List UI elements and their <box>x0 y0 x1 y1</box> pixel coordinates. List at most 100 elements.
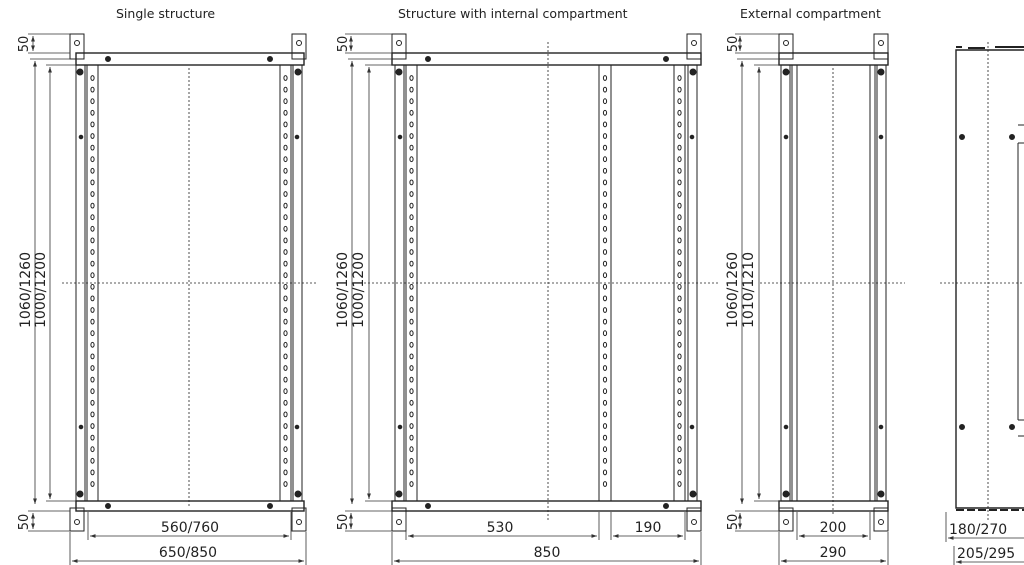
mounting-hole <box>677 376 682 383</box>
mounting-hole <box>677 411 682 418</box>
bracket-bottom-right <box>291 507 307 532</box>
mounting-hole <box>409 353 414 360</box>
mounting-hole <box>283 202 288 209</box>
bracket-top-right <box>873 33 889 60</box>
mounting-hole <box>677 434 682 441</box>
mounting-hole <box>283 272 288 279</box>
mounting-hole <box>90 237 95 244</box>
mounting-hole <box>90 144 95 151</box>
mounting-hole <box>602 399 608 406</box>
bracket-top-right <box>686 33 702 60</box>
mounting-hole <box>283 307 288 313</box>
mounting-hole <box>677 260 682 267</box>
dim-internal-top: 50 <box>336 36 351 53</box>
mounting-hole <box>283 260 288 267</box>
mounting-hole <box>677 457 682 464</box>
mounting-hole <box>90 318 95 325</box>
mounting-hole <box>602 353 608 360</box>
mounting-hole <box>283 399 288 406</box>
mounting-hole <box>677 272 682 279</box>
side-outline <box>955 49 1024 509</box>
mounting-hole <box>90 411 95 418</box>
top-plate <box>391 52 702 66</box>
title-internal-compartment: Structure with internal compartment <box>398 6 628 21</box>
mounting-hole <box>409 388 414 395</box>
view-external-compartment <box>760 33 905 532</box>
title-external-compartment: External compartment <box>740 6 881 21</box>
mounting-hole <box>283 434 288 441</box>
mounting-hole <box>602 237 608 244</box>
mounting-hole <box>409 365 414 371</box>
mounting-hole <box>409 423 414 429</box>
dim-single-inner-height: 1000/1200 <box>33 252 49 328</box>
dimensions-external <box>735 33 889 565</box>
mounting-hole <box>283 388 288 395</box>
mounting-hole <box>677 237 682 244</box>
mounting-hole <box>283 156 288 163</box>
mounting-hole <box>602 318 608 325</box>
mounting-hole <box>677 388 682 395</box>
mounting-hole <box>677 353 682 360</box>
mounting-hole <box>602 469 608 476</box>
dim-external-outer-width: 290 <box>820 545 847 561</box>
mounting-hole <box>90 109 95 116</box>
mounting-hole <box>677 121 682 128</box>
dim-external-top: 50 <box>726 36 741 53</box>
mounting-hole <box>602 330 608 337</box>
dimensions-internal <box>345 33 702 565</box>
dim-internal-outer-height: 1060/1260 <box>335 252 351 328</box>
mounting-hole <box>602 214 608 221</box>
mounting-hole <box>409 86 414 93</box>
mounting-hole <box>602 283 608 290</box>
dimensions-side <box>945 512 1024 565</box>
mounting-hole <box>602 481 608 487</box>
mounting-hole <box>283 341 288 348</box>
mounting-hole <box>677 202 682 209</box>
mounting-hole <box>409 214 414 221</box>
mounting-hole <box>602 144 608 151</box>
dimensions-single <box>28 33 307 565</box>
mounting-hole <box>283 144 288 151</box>
mounting-hole <box>409 167 414 174</box>
mounting-hole <box>602 191 608 197</box>
mounting-hole <box>602 179 608 186</box>
mounting-hole <box>409 179 414 186</box>
bottom-plate <box>391 500 702 512</box>
mounting-hole <box>677 481 682 487</box>
mounting-hole <box>283 365 288 371</box>
mounting-hole <box>283 353 288 360</box>
upright-holes-right <box>677 75 682 487</box>
upright-holes-middle <box>602 75 608 487</box>
mounting-hole <box>409 202 414 209</box>
mounting-hole <box>283 98 288 105</box>
dim-single-top: 50 <box>17 36 32 53</box>
mounting-hole <box>90 423 95 429</box>
mounting-hole <box>677 330 682 337</box>
mounting-hole <box>90 260 95 267</box>
mounting-hole <box>677 446 682 453</box>
mounting-hole <box>283 214 288 221</box>
mounting-hole <box>677 109 682 116</box>
upright-middle <box>598 64 612 502</box>
mounting-hole <box>90 75 95 81</box>
mounting-hole <box>602 202 608 209</box>
mounting-hole <box>409 318 414 325</box>
mounting-hole <box>602 388 608 395</box>
dim-internal-right-width: 190 <box>635 520 662 536</box>
mounting-hole <box>409 191 414 197</box>
mounting-hole <box>602 98 608 105</box>
mounting-hole <box>602 307 608 313</box>
mounting-hole <box>677 75 682 81</box>
mounting-hole <box>283 446 288 453</box>
mounting-hole <box>90 469 95 476</box>
bottom-plate <box>778 500 889 512</box>
mounting-hole <box>677 133 682 139</box>
mounting-hole <box>283 121 288 128</box>
mounting-hole <box>677 341 682 348</box>
mounting-hole <box>409 98 414 105</box>
mounting-hole <box>677 307 682 313</box>
dim-internal-left-width: 530 <box>487 520 514 536</box>
mounting-hole <box>90 249 95 255</box>
mounting-hole <box>602 365 608 371</box>
mounting-hole <box>677 156 682 163</box>
